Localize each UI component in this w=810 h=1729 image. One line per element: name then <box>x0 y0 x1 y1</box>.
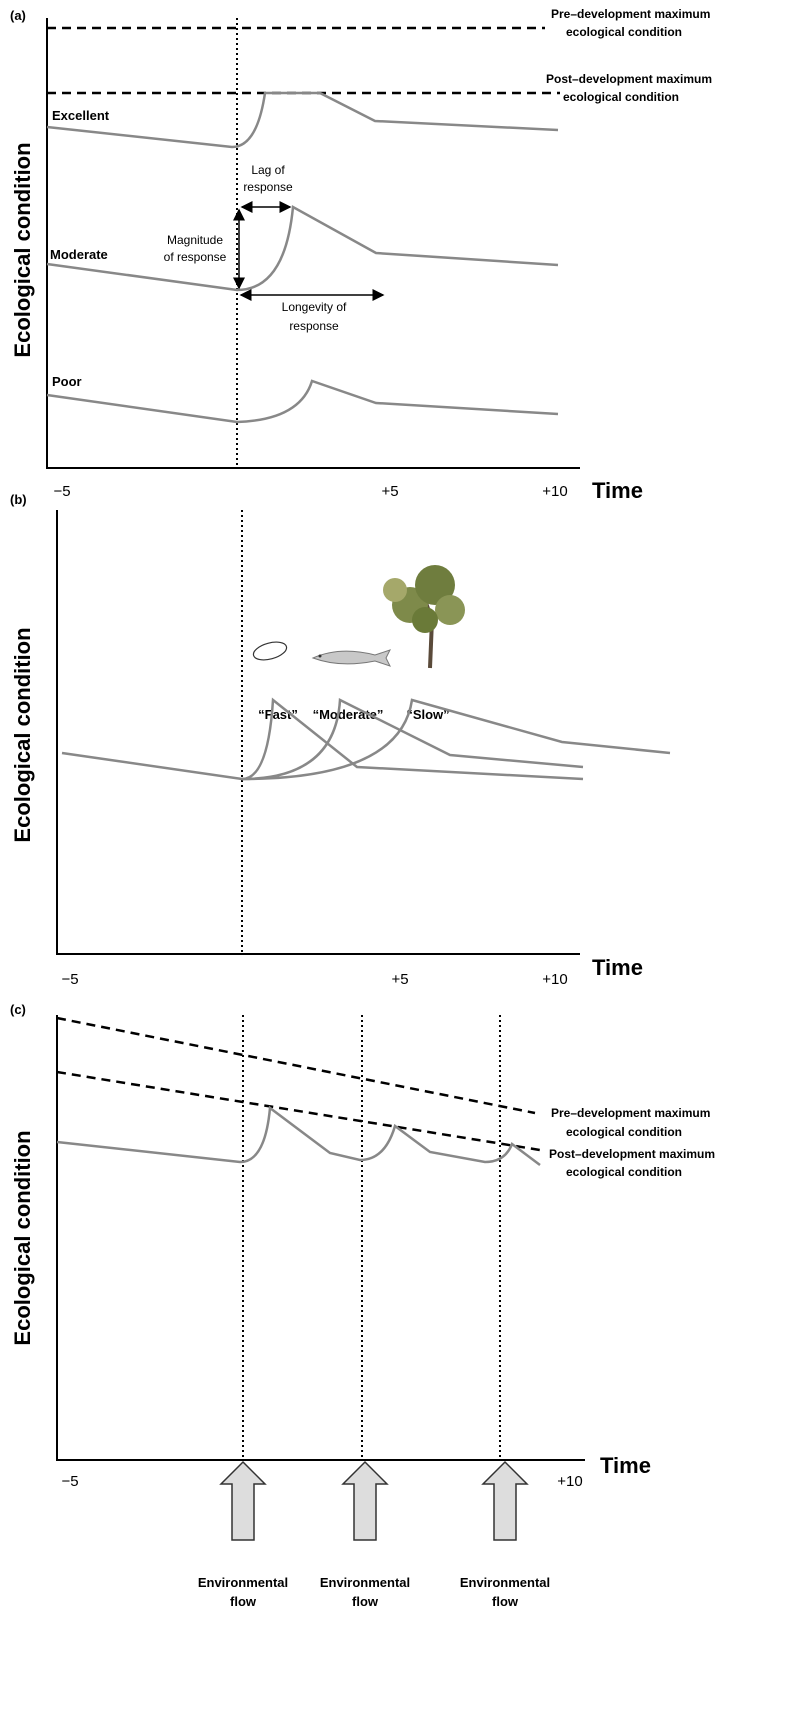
flow-label: flow <box>352 1594 379 1609</box>
curve <box>47 381 558 422</box>
panel-c: (c) Pre–development maximum ecological c… <box>10 1002 715 1609</box>
flow-arrow <box>483 1462 527 1540</box>
fish-icon <box>313 650 390 666</box>
flow-label: Environmental <box>198 1575 288 1590</box>
level-label: Excellent <box>52 108 110 123</box>
flow-label: Environmental <box>320 1575 410 1590</box>
flow-arrow <box>221 1462 265 1540</box>
x-axis-label: Time <box>592 955 643 980</box>
ref-label: Pre–development maximum <box>551 7 710 21</box>
panel-label: (c) <box>10 1002 26 1017</box>
y-axis-label: Ecological condition <box>10 142 35 357</box>
curve <box>57 1108 540 1165</box>
annotation: response <box>289 319 339 333</box>
ref-label: Post–development maximum <box>549 1147 715 1161</box>
ref-line <box>57 1018 535 1113</box>
panel-b: (b) “Fast” “Moderate” “Slow” −5 +5 +10 T… <box>10 492 670 988</box>
level-label: Moderate <box>50 247 108 262</box>
tree-icon <box>383 565 465 668</box>
annotation: Longevity of <box>282 300 347 314</box>
curve <box>242 700 670 779</box>
ref-label: ecological condition <box>566 25 682 39</box>
flow-label: Environmental <box>460 1575 550 1590</box>
panel-a: (a) Pre–development maximum ecological c… <box>10 7 712 503</box>
ref-label: Pre–development maximum <box>551 1106 710 1120</box>
annotation: Magnitude <box>167 233 223 247</box>
curve <box>47 93 558 147</box>
x-tick-label: −5 <box>61 1473 78 1490</box>
y-axis-label: Ecological condition <box>10 1130 35 1345</box>
x-axis-label: Time <box>600 1453 651 1478</box>
x-tick-label: +10 <box>542 971 567 988</box>
ref-label: ecological condition <box>566 1125 682 1139</box>
axes <box>57 510 580 954</box>
axes <box>57 1015 585 1460</box>
ref-label: ecological condition <box>563 90 679 104</box>
x-tick-label: −5 <box>53 483 70 500</box>
annotation: response <box>243 180 293 194</box>
x-tick-label: −5 <box>61 971 78 988</box>
x-axis-label: Time <box>592 478 643 503</box>
flow-label: flow <box>230 1594 257 1609</box>
curve <box>47 207 558 290</box>
panel-label: (a) <box>10 8 26 23</box>
panel-label: (b) <box>10 492 27 507</box>
diagram: (a) Pre–development maximum ecological c… <box>0 0 810 1729</box>
ref-line <box>57 1072 540 1150</box>
y-axis-label: Ecological condition <box>10 627 35 842</box>
axes <box>47 18 580 468</box>
x-tick-label: +5 <box>391 971 408 988</box>
x-tick-label: +10 <box>542 483 567 500</box>
annotation: of response <box>164 250 227 264</box>
ref-label: ecological condition <box>566 1165 682 1179</box>
level-label: Poor <box>52 374 82 389</box>
annotation: Lag of <box>251 163 285 177</box>
x-tick-label: +10 <box>557 1473 582 1490</box>
flow-label: flow <box>492 1594 519 1609</box>
flow-arrow <box>343 1462 387 1540</box>
ref-label: Post–development maximum <box>546 72 712 86</box>
response-label: “Moderate” <box>313 707 384 722</box>
x-tick-label: +5 <box>381 483 398 500</box>
seed-icon <box>252 639 289 663</box>
